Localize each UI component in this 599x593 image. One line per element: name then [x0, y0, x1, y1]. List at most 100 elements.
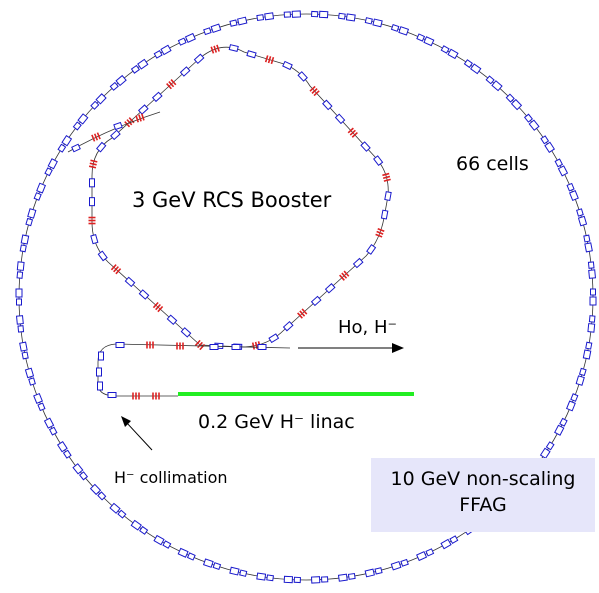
ffag-cell [337, 572, 356, 582]
ffag-cell [33, 392, 46, 412]
ffag-magnet [229, 566, 240, 576]
ffag-magnet [117, 509, 127, 519]
transfer-magnet [231, 344, 241, 350]
booster-magnet [180, 327, 192, 338]
booster-magnet [334, 113, 346, 125]
ffag-magnet [19, 341, 28, 352]
booster-quad [347, 127, 358, 138]
booster-quad [297, 308, 308, 319]
ffag-magnet [19, 244, 27, 253]
booster-beamline [91, 46, 389, 348]
ffag-magnet [590, 288, 596, 296]
cells-label: 66 cells [456, 153, 529, 175]
ffag-magnet [36, 182, 46, 194]
ffag-cell [575, 367, 587, 386]
ffag-magnet [291, 10, 301, 18]
extraction-line-magnets [71, 113, 145, 153]
transfer-magnet [97, 381, 103, 391]
ffag-magnet [576, 208, 584, 217]
ffag-magnet [447, 48, 459, 60]
ffag-ring [15, 10, 597, 584]
booster-magnet [282, 60, 293, 71]
ffag-cell [16, 261, 25, 279]
transfer-magnet [107, 392, 117, 398]
ffag-magnet [186, 552, 196, 561]
ffag-magnet [566, 400, 576, 412]
ffag-magnet [16, 271, 24, 279]
ffag-magnet [177, 37, 187, 46]
ffag-cell [440, 45, 459, 60]
ffag-cell [24, 367, 36, 386]
ffag-cell [72, 113, 89, 131]
transfer-line-magnets [96, 341, 267, 400]
booster-magnet [110, 129, 121, 141]
collimation-arrow [121, 416, 153, 451]
ffag-label-line1: 10 GeV non-scaling [391, 468, 576, 490]
extraction-magnet [71, 143, 81, 153]
extraction-magnet [113, 121, 123, 131]
ffag-magnet [416, 33, 426, 42]
ffag-magnet [505, 93, 515, 103]
ffag-magnet [398, 26, 410, 36]
ffag-cell [576, 208, 588, 227]
ffag-magnet [374, 567, 383, 575]
ffag-magnet [587, 261, 595, 269]
ffag-cell [19, 341, 29, 360]
ffag-cell [505, 93, 523, 111]
transfer-magnet [115, 342, 125, 348]
ffag-cell [72, 463, 89, 481]
ffag-cell [109, 74, 127, 91]
ffag-magnet [90, 100, 100, 110]
ffag-magnet [449, 535, 459, 544]
ffag-magnet [130, 64, 141, 74]
ffag-magnet [589, 296, 597, 306]
collimation-label: H⁻ collimation [114, 468, 228, 487]
ffag-magnet [44, 167, 53, 177]
ffag-magnet [510, 98, 523, 111]
ffag-magnet [364, 568, 375, 578]
booster-magnet [90, 234, 99, 245]
ffag-magnet [15, 288, 23, 298]
booster-quad [309, 85, 320, 97]
ffag-cell [130, 519, 149, 535]
ffag-magnet [78, 471, 89, 481]
booster-magnet [96, 141, 107, 153]
ffag-magnet [390, 560, 402, 571]
ffag-magnet [585, 341, 593, 350]
ffag-magnet [283, 575, 294, 584]
ffag-magnet [338, 12, 346, 20]
ffag-cell [589, 288, 597, 306]
ffag-magnet [577, 215, 588, 227]
ffag-magnet [47, 158, 58, 170]
ffag-magnet [311, 576, 321, 584]
ffag-cell [130, 58, 149, 74]
booster-magnet [297, 71, 308, 82]
ffag-magnet [578, 367, 587, 377]
ffag-magnet [582, 349, 592, 360]
ffag-cell [554, 158, 569, 177]
booster-quad [382, 172, 391, 182]
ffag-magnet [72, 121, 82, 131]
beam-direction-arrow [298, 343, 404, 353]
ffag-magnet [139, 525, 149, 535]
ffag-label-line2: FFAG [459, 494, 507, 516]
booster-quad [110, 264, 122, 275]
booster-quad [339, 270, 350, 281]
ffag-cell [566, 182, 579, 202]
ffag-magnet [24, 367, 35, 379]
ffag-cell [523, 113, 540, 131]
ffag-magnet [27, 208, 37, 219]
ffag-magnet [390, 23, 400, 32]
ffag-magnet [109, 81, 119, 91]
ffag-magnet [62, 449, 72, 459]
booster-magnet [268, 333, 280, 344]
ffag-cell [57, 134, 73, 153]
ffag-magnet [570, 393, 579, 402]
ffag-magnet [266, 574, 274, 582]
ffag-magnet [115, 74, 127, 87]
ffag-magnet [162, 540, 172, 549]
ffag-magnet [554, 424, 565, 436]
ffag-cell [43, 417, 58, 436]
ffag-magnet [210, 23, 222, 34]
